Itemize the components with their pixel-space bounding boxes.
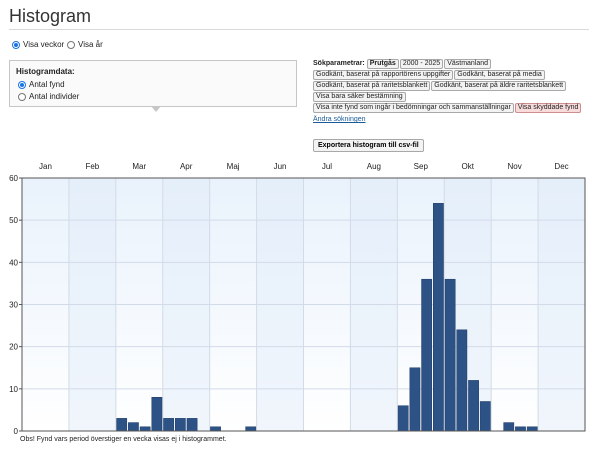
histogram-bar — [479, 401, 491, 432]
histogram-chart: 0 10 20 30 40 50 60 Jan Feb Mar Apr Maj Jun Jul Aug Sep… — [9, 162, 586, 436]
histogram-data-panel: Histogramdata: Antal fynd Antal individe… — [9, 60, 297, 107]
search-parameters: Sökparametrar: Prutgås 2000 - 2025 Västmanl… — [313, 59, 583, 124]
radio-antal-fynd[interactable]: Antal fynd — [18, 80, 65, 89]
search-parameters-label: Sökparametrar: — [313, 60, 365, 67]
month-label: Jan — [39, 162, 52, 171]
histogram-bar — [468, 380, 479, 432]
y-tick-label: 10 — [9, 385, 18, 394]
month-label: Apr — [180, 162, 193, 171]
histogram-bar — [409, 367, 421, 432]
month-label: Aug — [367, 162, 381, 171]
histogram-bar — [245, 426, 257, 432]
radio-antal-individer[interactable]: Antal individer — [18, 92, 79, 101]
search-tag-region: Västmanland — [444, 59, 492, 69]
histogram-bar — [174, 418, 186, 432]
month-label: Dec — [554, 162, 568, 171]
y-tick-label: 20 — [9, 343, 18, 352]
histogram-bar — [444, 278, 456, 432]
month-label: Sep — [414, 162, 429, 171]
export-csv-button[interactable]: Exportera histogram till csv-fil — [313, 139, 424, 152]
histogram-bar — [163, 418, 174, 432]
title-divider — [9, 29, 589, 30]
search-tag-exclude-compilations: Visa inte fynd som ingår i bedömningar o… — [313, 103, 514, 113]
histogram-bar — [128, 422, 139, 432]
month-label: Okt — [461, 162, 474, 171]
search-tag-certain: Visa bara säker bestämning — [313, 92, 406, 102]
histogram-bar — [456, 329, 468, 432]
page-title: Histogram — [9, 6, 92, 26]
histogram-bar — [433, 203, 444, 432]
histogram-bar — [397, 405, 409, 432]
y-tick-label: 30 — [9, 301, 18, 310]
month-label: Nov — [508, 162, 522, 171]
radio-unselected-icon[interactable] — [67, 40, 75, 49]
month-label: Mar — [132, 162, 146, 171]
y-tick-label: 60 — [9, 174, 18, 183]
search-tag-species: Prutgås — [366, 59, 399, 69]
histogram-bar — [210, 426, 221, 432]
radio-antal-individer-label: Antal individer — [29, 92, 80, 101]
search-tag-media: Godkänt, baserat på media — [454, 70, 545, 80]
y-tick-label: 40 — [9, 258, 18, 267]
histogram-bar — [116, 418, 128, 432]
histogram-bar — [186, 418, 198, 432]
search-tag-years: 2000 - 2025 — [399, 59, 444, 69]
y-tick-label: 50 — [9, 216, 18, 225]
month-label: Jul — [322, 162, 332, 171]
search-tag-protected: Visa skyddade fynd — [514, 103, 582, 113]
radio-visa-veckor-label: Visa veckor — [23, 40, 65, 49]
search-tag-reporter: Godkänt, baserat på rapportörens uppgift… — [313, 70, 454, 80]
panel-pointer-icon — [151, 106, 161, 112]
radio-visa-ar-label: Visa år — [78, 40, 103, 49]
month-label: Maj — [227, 162, 240, 171]
month-label: Feb — [85, 162, 99, 171]
radio-visa-ar[interactable]: Visa år — [67, 40, 103, 49]
histogram-bar — [151, 397, 163, 432]
search-tag-rarity-form: Godkänt, baserat på raritetsblankett — [313, 81, 431, 91]
radio-unselected-icon[interactable] — [18, 92, 26, 101]
radio-selected-icon[interactable] — [18, 80, 26, 89]
histogram-bar — [526, 426, 538, 432]
search-tag-old-rarity-form: Godkänt, baserat på äldre raritetsblanke… — [431, 81, 567, 91]
change-search-link[interactable]: Ändra sökningen — [313, 116, 366, 123]
histogram-bar — [421, 278, 433, 432]
y-tick-label: 0 — [14, 427, 19, 436]
radio-visa-veckor[interactable]: Visa veckor — [12, 40, 64, 49]
histogram-bar — [515, 426, 526, 432]
histogram-data-label: Histogramdata: — [16, 67, 75, 76]
month-label: Jun — [274, 162, 287, 171]
histogram-bar — [503, 422, 515, 432]
footnote: Obs! Fynd vars period överstiger en veck… — [20, 436, 227, 443]
histogram-bar — [139, 426, 151, 432]
radio-selected-icon[interactable] — [12, 40, 20, 49]
radio-antal-fynd-label: Antal fynd — [29, 80, 65, 89]
